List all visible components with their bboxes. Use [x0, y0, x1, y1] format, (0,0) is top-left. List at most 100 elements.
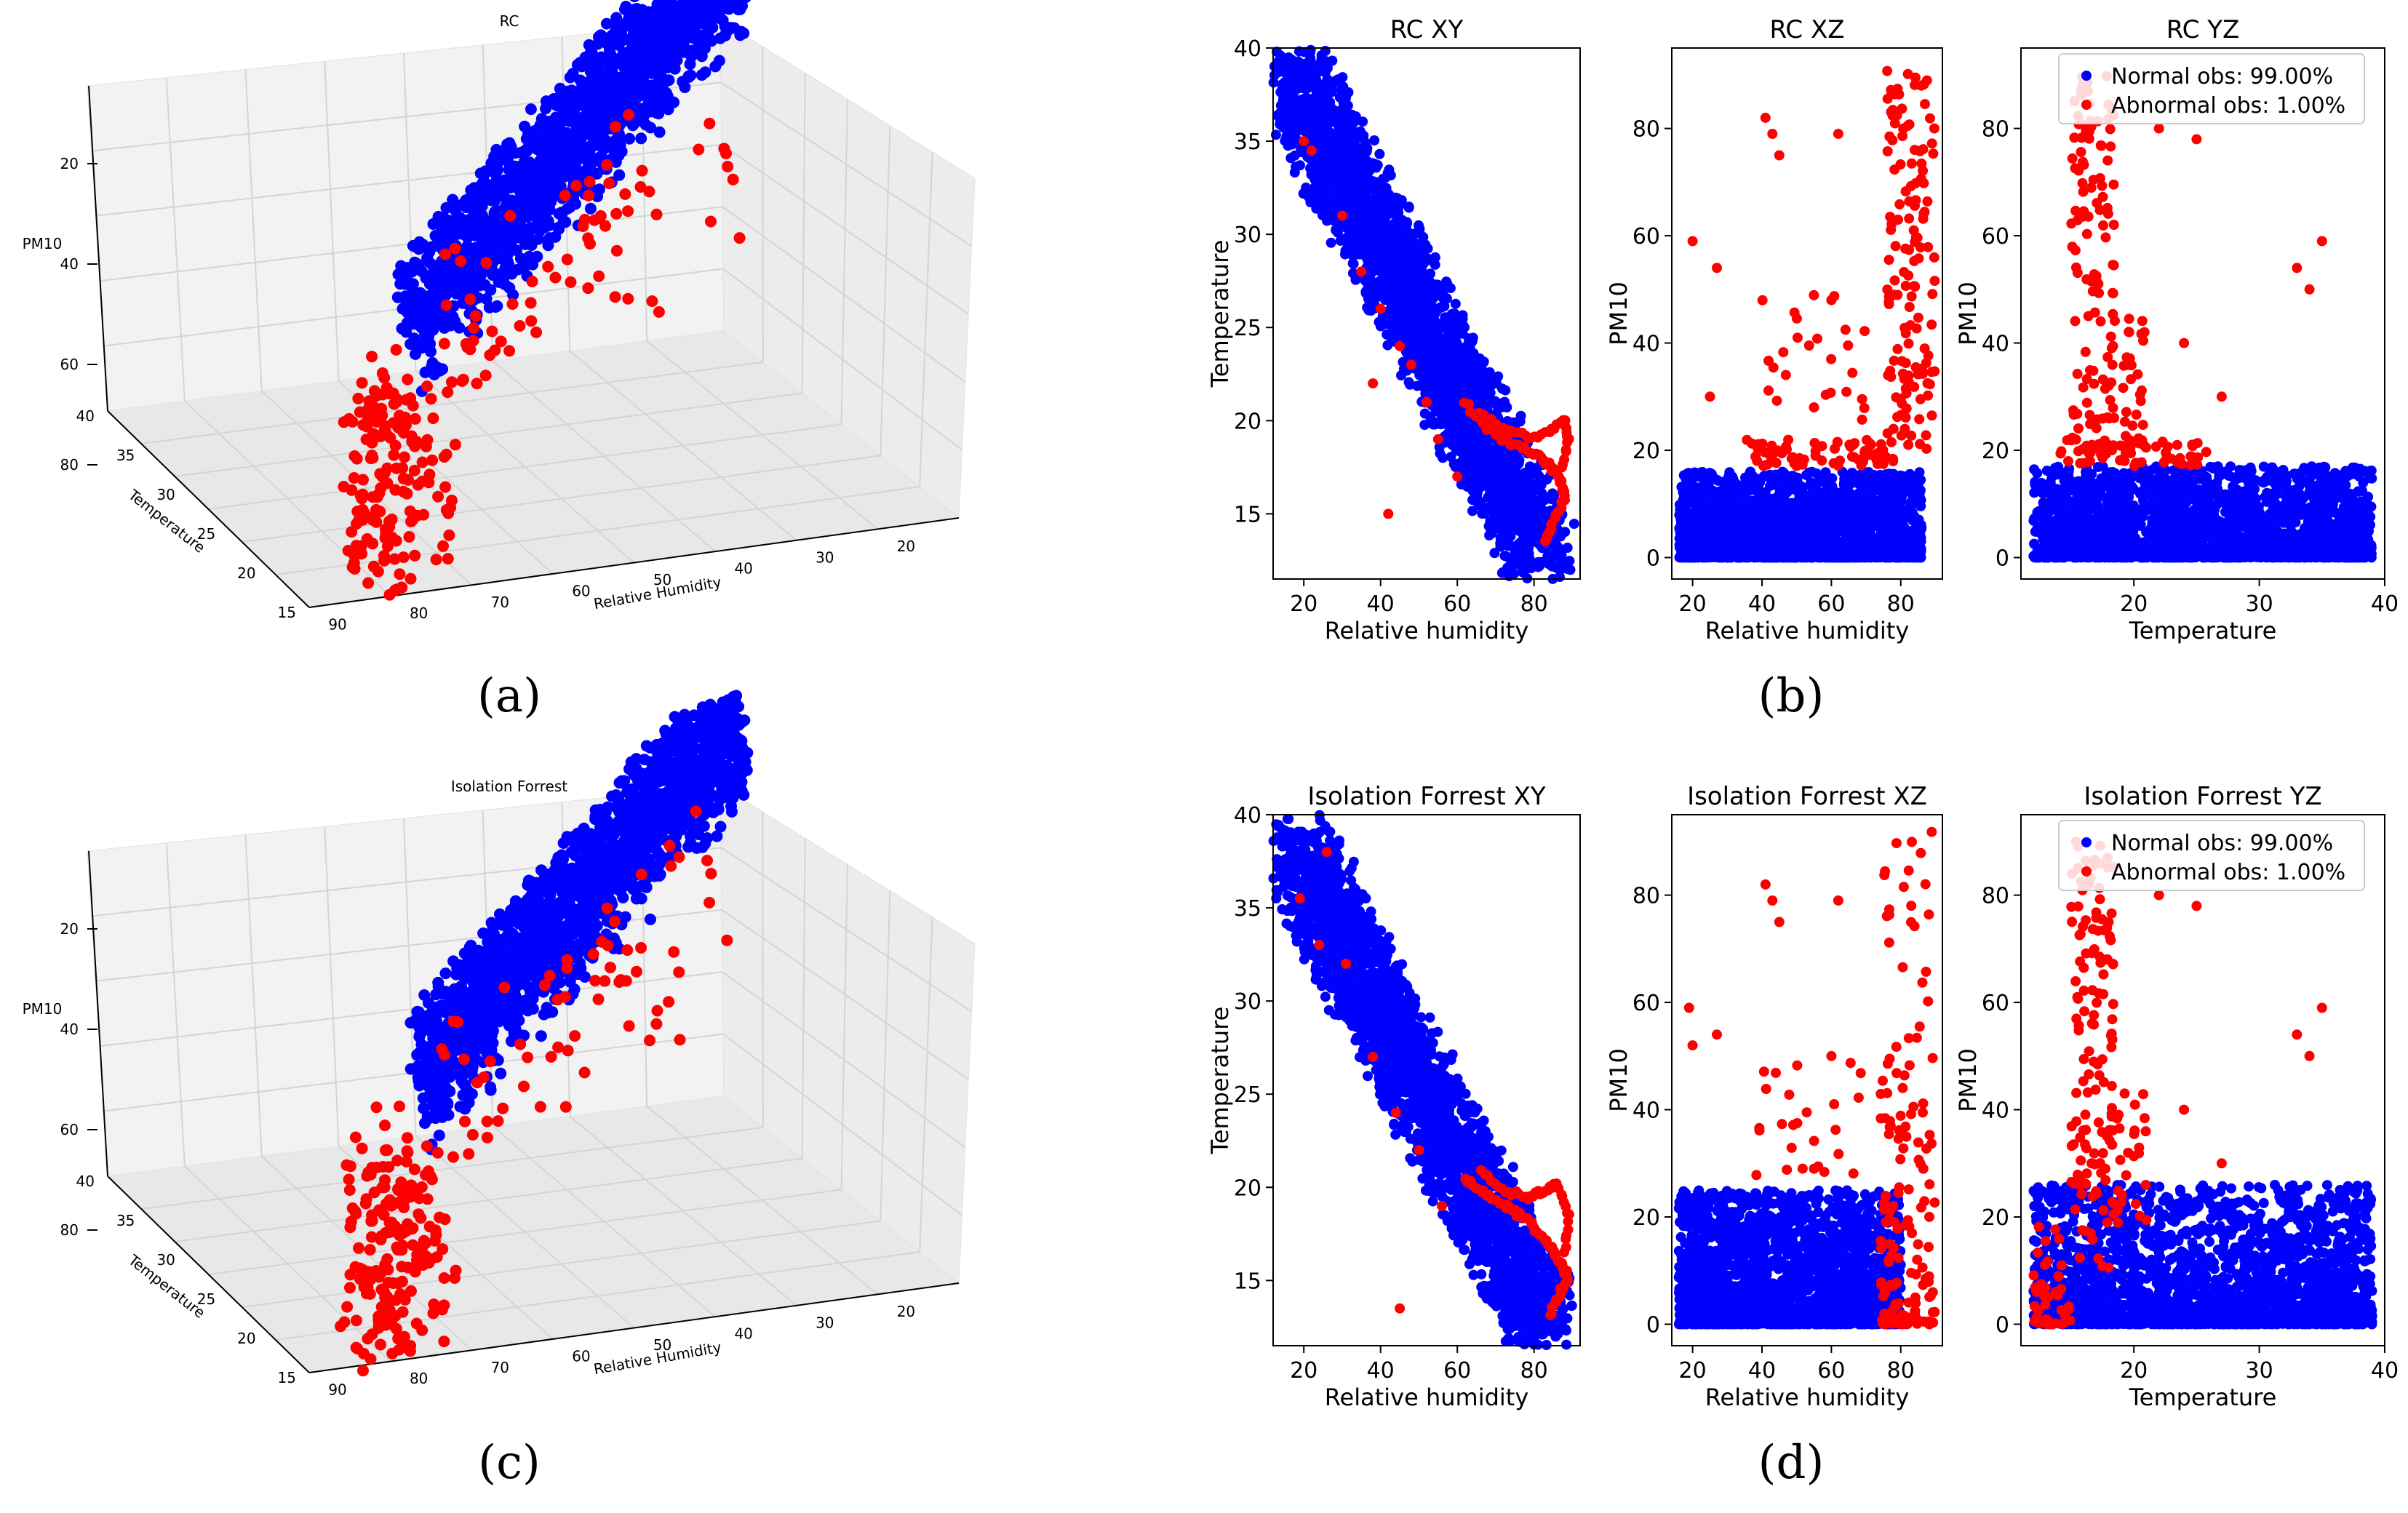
normal-point [695, 1, 708, 13]
normal-point [1304, 185, 1315, 196]
normal-point [691, 17, 703, 29]
abnormal-point [1383, 508, 1394, 519]
points-layer [338, 0, 751, 601]
abnormal-point [646, 295, 658, 307]
normal-point [1514, 495, 1525, 506]
abnormal-point [1356, 266, 1367, 277]
normal-point [741, 0, 751, 4]
abnormal-point [542, 260, 554, 273]
normal-point [719, 29, 731, 41]
abnormal-point [526, 276, 538, 287]
normal-point [1495, 538, 1506, 548]
abnormal-point [636, 164, 648, 177]
normal-point [1299, 119, 1309, 130]
normal-point [1438, 335, 1448, 346]
normal-point [1387, 194, 1398, 205]
abnormal-point [449, 242, 461, 255]
abnormal-point [484, 349, 496, 362]
normal-point [1438, 452, 1448, 463]
points-layer [1268, 44, 1579, 584]
normal-point [1278, 122, 1289, 133]
normal-point [1352, 143, 1363, 153]
normal-point [424, 290, 436, 302]
normal-point [565, 84, 578, 97]
normal-point [1309, 156, 1319, 167]
normal-point [1325, 138, 1336, 148]
normal-point [1358, 116, 1368, 127]
abnormal-point [432, 490, 444, 503]
y-tick-label: 30 [1234, 223, 1261, 248]
normal-point [1411, 242, 1422, 253]
normal-point [1361, 146, 1372, 156]
normal-point [599, 105, 611, 118]
abnormal-point [471, 378, 483, 390]
normal-point [565, 71, 577, 83]
grid-line [840, 99, 848, 425]
normal-point [738, 27, 750, 39]
abnormal-point [350, 540, 362, 551]
x-tick-label: 40 [734, 560, 752, 578]
normal-point [434, 271, 446, 283]
abnormal-point [346, 561, 359, 573]
normal-point [552, 221, 565, 233]
normal-point [1467, 469, 1478, 480]
abnormal-point [367, 401, 380, 413]
normal-point [1318, 152, 1328, 162]
normal-point [1488, 453, 1499, 464]
normal-point [535, 179, 548, 191]
abnormal-point [376, 367, 388, 379]
normal-point [1446, 415, 1457, 426]
abnormal-point [442, 386, 454, 399]
normal-point [1515, 416, 1526, 427]
normal-point [1338, 97, 1349, 108]
abnormal-point [650, 208, 663, 220]
normal-point [1426, 322, 1436, 333]
normal-point [1354, 220, 1365, 231]
normal-point [1457, 386, 1468, 397]
abnormal-point [356, 377, 368, 389]
normal-point [1487, 528, 1497, 538]
normal-point [519, 120, 531, 132]
abnormal-point [1395, 340, 1406, 351]
normal-point [423, 311, 435, 323]
x-axis-line [308, 517, 960, 608]
normal-point [551, 127, 564, 139]
normal-point [575, 99, 587, 111]
x-tick-label: 60 [572, 582, 590, 599]
normal-point [1515, 555, 1526, 566]
normal-point [613, 39, 625, 51]
abnormal-point [720, 148, 732, 159]
normal-point [1422, 351, 1432, 362]
normal-point [1398, 304, 1408, 315]
abnormal-point [643, 185, 655, 198]
normal-point [1532, 468, 1543, 479]
abnormal-point [396, 462, 409, 474]
normal-point [1420, 363, 1431, 374]
normal-point [1343, 87, 1354, 97]
normal-point [602, 73, 614, 86]
abnormal-point [425, 393, 437, 405]
normal-point [1496, 398, 1507, 409]
normal-point [1493, 474, 1504, 484]
abnormal-point [364, 452, 377, 465]
abnormal-point [404, 572, 417, 585]
normal-point [474, 167, 487, 180]
abnormal-point [366, 351, 378, 363]
normal-point [1388, 321, 1399, 332]
abnormal-point [514, 320, 526, 332]
normal-point [1313, 119, 1324, 130]
abnormal-point [480, 257, 493, 269]
normal-point [582, 84, 594, 97]
normal-point [633, 16, 645, 28]
z-axis-label: PM10 [23, 235, 63, 252]
abnormal-point [1299, 136, 1309, 147]
abnormal-point [439, 481, 452, 493]
normal-point [1409, 323, 1420, 334]
normal-point [677, 76, 689, 88]
abnormal-point [455, 255, 467, 267]
normal-point [404, 295, 416, 306]
panel-title: RC XY [1390, 15, 1464, 44]
normal-point [394, 278, 407, 290]
normal-point [1398, 262, 1408, 273]
normal-point [427, 361, 439, 373]
